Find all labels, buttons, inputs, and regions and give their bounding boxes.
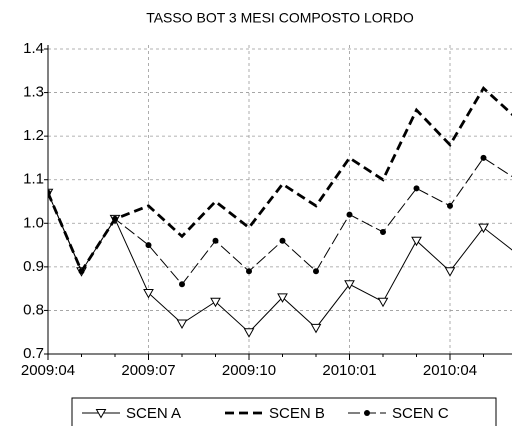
marker	[95, 409, 107, 419]
y-tick-label: 1.2	[23, 127, 44, 144]
y-tick-label: 1.0	[23, 214, 44, 231]
marker	[210, 297, 221, 308]
marker	[112, 215, 118, 222]
legend: SCEN A SCEN B SCEN C	[71, 397, 497, 426]
marker	[364, 410, 370, 416]
marker	[346, 211, 353, 218]
marker	[480, 154, 487, 161]
marker	[377, 297, 389, 308]
series-line	[48, 86, 512, 275]
marker	[444, 267, 456, 277]
x-tick-label: 2010:04	[423, 362, 477, 379]
chart-title: TASSO BOT 3 MESI COMPOSTO LORDO	[146, 10, 414, 26]
axes: 0.7 0.8 0.9 1.0 1.1 1.2 1.3 1.4 2009:04 2009:07 20…	[21, 40, 512, 379]
y-tick-label: 0.9	[23, 258, 44, 275]
marker	[246, 268, 252, 275]
marker	[411, 236, 422, 247]
marker	[413, 185, 420, 192]
marker	[344, 280, 355, 290]
series-line	[48, 157, 512, 286]
marker	[176, 319, 188, 330]
legend-box	[71, 397, 497, 426]
marker	[78, 268, 85, 275]
legend-label: SCEN C	[392, 405, 449, 422]
marker	[313, 268, 319, 275]
y-tick-label: 0.7	[23, 345, 44, 362]
legend-label: SCEN A	[126, 405, 181, 422]
marker	[143, 289, 154, 299]
y-tick-label: 0.8	[23, 301, 44, 318]
grid	[48, 45, 512, 354]
y-tick-label: 1.3	[23, 84, 44, 101]
marker	[447, 202, 453, 209]
marker	[145, 242, 152, 249]
series-line	[48, 192, 512, 333]
marker	[212, 237, 219, 244]
plot-area	[48, 86, 512, 338]
marker	[310, 323, 322, 334]
marker	[179, 281, 185, 288]
marker	[243, 328, 255, 338]
x-tick-label: 2010:01	[322, 362, 376, 379]
marker	[478, 223, 489, 234]
x-tick-label: 2009:04	[21, 362, 75, 379]
marker	[380, 229, 386, 235]
x-tick-label: 2009:07	[121, 362, 175, 379]
marker	[277, 293, 288, 303]
legend-label: SCEN B	[269, 405, 325, 422]
marker	[279, 237, 286, 244]
marker	[48, 189, 51, 196]
x-tick-label: 2009:10	[222, 362, 276, 379]
y-tick-label: 1.1	[23, 171, 44, 188]
y-tick-label: 1.4	[23, 40, 44, 57]
